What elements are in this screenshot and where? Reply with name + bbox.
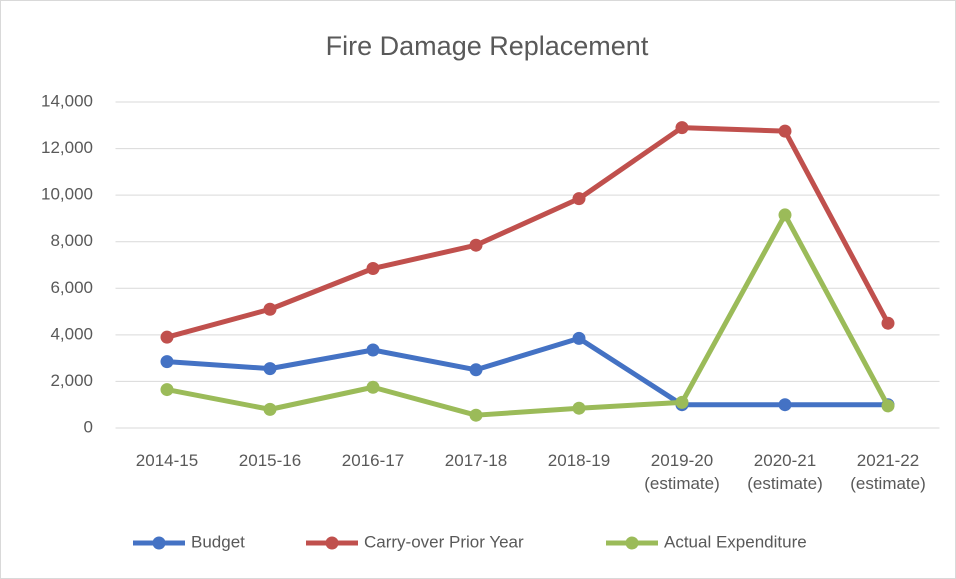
- x-tick-label: 2015-16: [238, 451, 302, 470]
- y-tick-label: 14,000: [41, 91, 93, 110]
- data-point: [469, 363, 483, 377]
- data-point: [366, 380, 380, 394]
- x-tick-label: 2016-17: [341, 451, 405, 470]
- data-point: [263, 402, 277, 416]
- data-point: [469, 408, 483, 422]
- x-tick-label: 2014-15: [135, 451, 199, 470]
- data-point: [675, 395, 689, 409]
- y-tick-label: 0: [84, 417, 93, 436]
- data-point: [572, 192, 586, 206]
- data-point: [366, 261, 380, 275]
- x-tick-label: 2019-20 (estimate): [644, 451, 720, 493]
- data-point: [160, 330, 174, 344]
- data-point: [263, 362, 277, 376]
- data-point: [263, 302, 277, 316]
- y-tick-label: 8,000: [50, 231, 93, 250]
- data-point: [572, 331, 586, 345]
- x-tick-label: 2017-18: [444, 451, 508, 470]
- data-point: [572, 401, 586, 415]
- y-tick-label: 12,000: [41, 138, 93, 157]
- y-tick-label: 4,000: [50, 324, 93, 343]
- data-point: [881, 399, 895, 413]
- y-tick-label: 2,000: [50, 371, 93, 390]
- data-point: [778, 208, 792, 222]
- series-line: [166, 125, 891, 340]
- legend-label: Actual Expenditure: [664, 532, 807, 551]
- data-point: [160, 355, 174, 369]
- data-point: [160, 383, 174, 397]
- data-point: [778, 124, 792, 138]
- data-point: [469, 238, 483, 252]
- legend-label: Carry-over Prior Year: [364, 532, 524, 551]
- x-tick-label: 2018-19: [547, 451, 611, 470]
- legend-marker: [625, 536, 639, 550]
- data-point: [675, 121, 689, 135]
- legend-marker: [152, 536, 166, 550]
- legend-label: Budget: [191, 532, 245, 551]
- data-point: [366, 343, 380, 357]
- x-tick-label: 2020-21 (estimate): [747, 451, 823, 493]
- legend-marker: [325, 536, 339, 550]
- y-tick-label: 6,000: [50, 278, 93, 297]
- series-line: [166, 335, 888, 408]
- x-tick-label: 2021-22 (estimate): [850, 451, 926, 493]
- data-point: [881, 316, 895, 330]
- chart-title: Fire Damage Replacement: [326, 31, 649, 61]
- data-point: [778, 398, 792, 412]
- y-tick-label: 10,000: [41, 185, 93, 204]
- series-line: [166, 212, 891, 418]
